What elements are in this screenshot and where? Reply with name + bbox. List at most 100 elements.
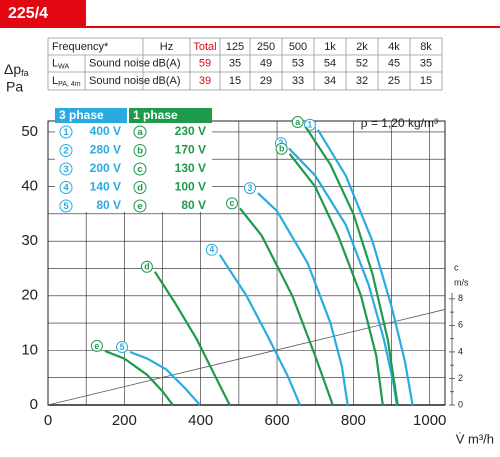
title: 225/4 xyxy=(8,5,48,22)
x-tick-label: 1000 xyxy=(413,412,446,429)
y-label-subscript: fa xyxy=(21,68,29,78)
curve-label-circle xyxy=(226,197,239,210)
title-rule xyxy=(0,26,500,28)
legend-badge: 2 xyxy=(63,146,68,157)
row-value: 54 xyxy=(324,57,336,69)
table-header: Frequency* xyxy=(52,41,109,53)
curve-label: 4 xyxy=(209,245,214,255)
legend-badge: a xyxy=(137,127,143,138)
legend-label: 400 V xyxy=(90,124,121,138)
y2-tick-label: 0 xyxy=(458,399,463,409)
table-header: Total xyxy=(193,41,216,53)
curve-label-circle xyxy=(291,116,304,129)
y-tick-label: 10 xyxy=(21,341,38,358)
fan-curve xyxy=(288,153,384,406)
table-header: 4k xyxy=(388,41,400,53)
y-tick-label: 50 xyxy=(21,123,38,140)
curve-label: c xyxy=(230,198,235,208)
row-value: 53 xyxy=(292,57,304,69)
legend-badge-circle xyxy=(133,181,147,194)
curve-label: b xyxy=(279,144,285,154)
table-header: 500 xyxy=(289,41,307,53)
legend-label: 230 V xyxy=(175,124,206,138)
legend-badge-circle xyxy=(59,199,73,213)
y-axis-label: Δpfa xyxy=(4,61,29,79)
y2-axis-unit: m/s xyxy=(454,277,469,287)
legend-header xyxy=(55,108,127,123)
symbol-subscript: WA xyxy=(58,63,69,70)
legend-header xyxy=(129,108,212,123)
symbol-subscript: PA, 4m xyxy=(58,81,81,88)
x-axis-label: V̇ m³/h xyxy=(456,431,494,446)
curve-label-circle xyxy=(205,243,218,256)
legend-badge-circle xyxy=(59,144,73,157)
y2-tick-label: 6 xyxy=(458,320,463,330)
curve-label-circle xyxy=(275,142,288,155)
y-tick-label: 20 xyxy=(21,287,38,304)
x-tick-label: 0 xyxy=(44,412,52,429)
fan-curve xyxy=(153,271,231,406)
legend-label: 80 V xyxy=(181,198,206,212)
fan-curve xyxy=(304,126,399,406)
row-value: 35 xyxy=(229,57,241,69)
fan-curve xyxy=(239,207,334,406)
row-symbol: LWA xyxy=(52,57,69,70)
annotation: ρ = 1,20 kg/m³ xyxy=(361,116,438,130)
table-header: 8k xyxy=(420,41,432,53)
row-symbol: LPA, 4m xyxy=(52,75,81,88)
legend-label: 280 V xyxy=(90,143,121,157)
x-tick-label: 200 xyxy=(112,412,137,429)
x-tick-label: 400 xyxy=(188,412,213,429)
row-value: 35 xyxy=(420,57,432,69)
symbol: L xyxy=(52,57,58,69)
legend-label: 170 V xyxy=(175,143,206,157)
sound-table: Frequency* Hz Total 125 250 500 1k 2k 4k 8k LWA Sou… xyxy=(47,37,443,91)
y2-tick-label: 2 xyxy=(458,373,463,383)
y-label-symbol: Δp xyxy=(4,61,21,77)
legend-background xyxy=(55,108,212,212)
fan-curve xyxy=(218,254,301,406)
curve-label: e xyxy=(94,341,99,351)
table-header: 250 xyxy=(257,41,275,53)
legend-label: 140 V xyxy=(90,180,121,194)
legend-badge-circle xyxy=(133,144,147,157)
curve-label-circle xyxy=(243,182,256,195)
legend-label: 100 V xyxy=(175,180,206,194)
table-header: 2k xyxy=(356,41,368,53)
legend-label: 200 V xyxy=(90,161,121,175)
curve-label: 1 xyxy=(307,120,312,130)
row-unit: dB(A) xyxy=(152,57,180,69)
legend-badge: d xyxy=(137,183,143,194)
curve-label: 5 xyxy=(120,342,125,352)
row-total: 59 xyxy=(199,57,211,69)
legend-badge: 1 xyxy=(63,127,69,138)
legend-badge: 4 xyxy=(63,183,69,194)
fan-curve xyxy=(129,350,201,406)
legend-label: 130 V xyxy=(175,161,206,175)
legend-badge-circle xyxy=(59,162,73,176)
row-value: 34 xyxy=(324,75,336,87)
table-header: Hz xyxy=(160,41,173,53)
curve-label-circle xyxy=(140,260,153,273)
row-value: 15 xyxy=(420,75,432,87)
legend-title: 3 phase xyxy=(59,108,104,122)
legend-badge-circle xyxy=(59,181,73,194)
row-total: 39 xyxy=(199,75,211,87)
legend-badge-circle xyxy=(133,125,147,139)
legend-badge-circle xyxy=(133,199,147,213)
row-description: Sound noise xyxy=(89,75,150,87)
x-tick-label: 800 xyxy=(341,412,366,429)
legend-badge: 5 xyxy=(63,201,69,212)
curve-label: 3 xyxy=(247,183,252,193)
y2-tick-label: 8 xyxy=(458,293,463,303)
table-header: 1k xyxy=(324,41,336,53)
row-value: 29 xyxy=(260,75,272,87)
table-header: 125 xyxy=(226,41,244,53)
legend-badge-circle xyxy=(133,162,147,176)
row-value: 52 xyxy=(356,57,368,69)
y2-tick-label: 4 xyxy=(458,346,463,356)
curve-label: a xyxy=(295,117,300,127)
fan-curve xyxy=(257,192,349,406)
